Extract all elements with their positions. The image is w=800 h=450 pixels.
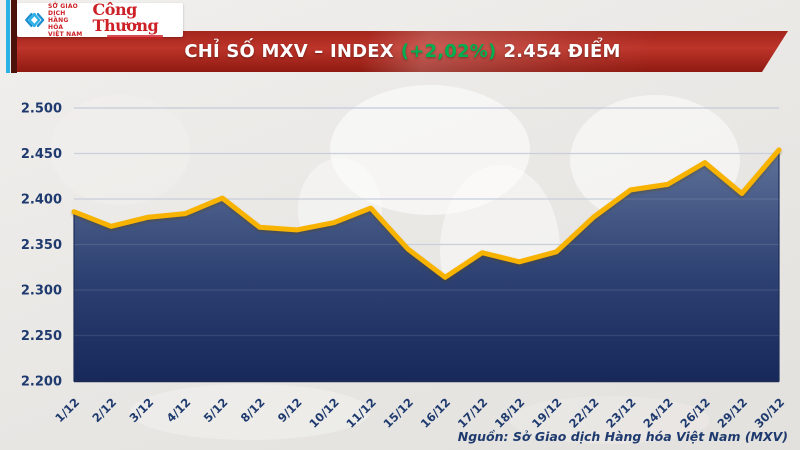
y-axis-tick-label: 2.450 xyxy=(21,147,62,162)
left-accent-cyan-bar xyxy=(6,0,10,73)
y-axis-tick-label: 2.200 xyxy=(21,375,62,390)
congthuong-tagline-bar xyxy=(106,34,163,39)
left-accent-maroon-bar xyxy=(11,0,17,73)
index-line xyxy=(71,147,782,280)
page-title: CHỈ SỐ MXV – INDEX (+2,02%) 2.454 ĐIỂM xyxy=(184,41,620,62)
congthuong-logo-text: Công Thương xyxy=(92,0,159,35)
banner-index-value: 2.454 ĐIỂM xyxy=(503,41,621,62)
x-axis-tick-label: 29/12 xyxy=(715,395,751,431)
x-axis-tick-label: 30/12 xyxy=(752,395,788,431)
title-banner: CHỈ SỐ MXV – INDEX (+2,02%) 2.454 ĐIỂM xyxy=(17,31,788,72)
x-axis-tick-label: 17/12 xyxy=(455,395,491,431)
source-caption: Nguồn: Sở Giao dịch Hàng hóa Việt Nam (M… xyxy=(457,429,788,444)
y-axis-tick-label: 2.300 xyxy=(21,284,62,299)
banner-title-prefix: CHỈ SỐ MXV – INDEX xyxy=(184,41,394,62)
x-axis-tick-label: 16/12 xyxy=(418,395,454,431)
y-axis-tick-label: 2.350 xyxy=(21,238,62,253)
x-axis-tick-label: 2/12 xyxy=(89,395,119,425)
y-axis-tick-label: 2.400 xyxy=(21,193,62,208)
mxv-logo-text: SỞ GIAO DỊCH HÀNG HÓA VIỆT NAM xyxy=(48,2,83,38)
x-axis-tick-label: 15/12 xyxy=(381,395,417,431)
y-axis-tick-label: 2.250 xyxy=(21,329,62,344)
congthuong-logo: Công Thương xyxy=(92,0,177,39)
logo-box: SỞ GIAO DỊCH HÀNG HÓA VIỆT NAM Công Thươ… xyxy=(17,0,183,39)
banner-change-badge: (+2,02%) xyxy=(400,41,497,62)
mxv-logo-icon xyxy=(25,13,45,27)
x-axis-tick-label: 1/12 xyxy=(52,395,82,425)
y-axis-tick-label: 2.500 xyxy=(21,102,62,117)
